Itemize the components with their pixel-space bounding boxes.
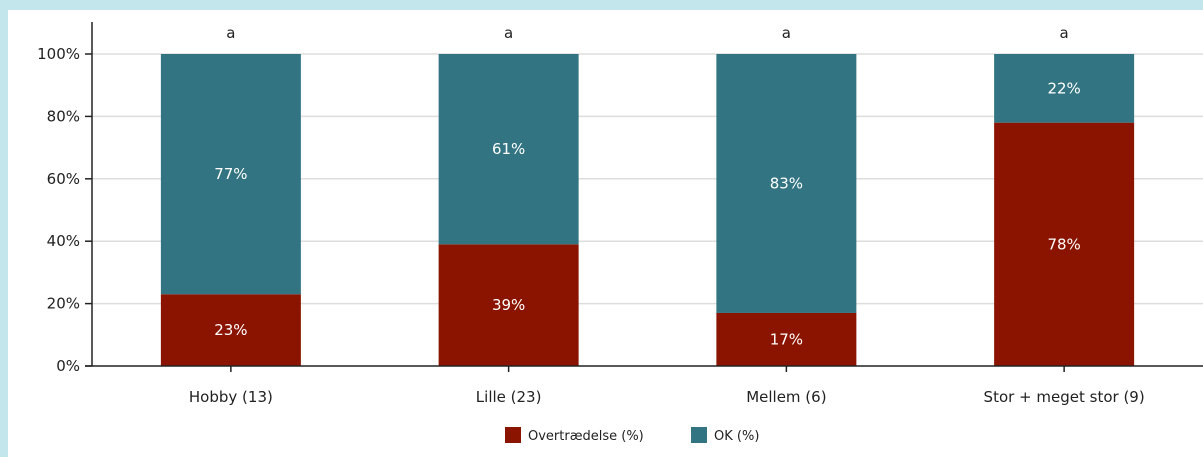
y-tick-label: 40% [47,232,80,250]
bar-value-label: 78% [1047,235,1080,253]
x-tick-label: Stor + meget stor (9) [984,388,1145,406]
legend-swatch [691,427,707,443]
significance-label: a [1060,24,1069,42]
bar-segment [160,54,301,295]
bars: 23% 77% 39% 61% 17% 83% 78% 22% [160,54,1135,366]
legend-swatch [505,427,521,443]
legend: Overtrædelse (%) OK (%) [505,427,759,444]
bar-value-label: 39% [492,296,525,314]
axes [85,22,1203,367]
chart-panel: 23% 77% 39% 61% 17% 83% 78% 22% 0% 20% 40% 60% 80% 1… [8,10,1203,457]
bar-segment [438,244,579,366]
legend-label: OK (%) [714,429,759,444]
x-tick-label: Hobby (13) [189,388,273,406]
x-tick-label: Lille (23) [476,388,542,406]
stacked-bar-chart: 23% 77% 39% 61% 17% 83% 78% 22% 0% 20% 40% 60% 80% 1… [37,22,1203,444]
bar-value-label: 17% [770,330,803,348]
bar-segment [716,312,857,366]
bar-value-label: 77% [214,165,247,183]
bar-segment [438,54,579,245]
x-axis-labels: Hobby (13) Lille (23) Mellem (6) Stor + meg… [189,366,1145,406]
bar-value-label: 23% [214,321,247,339]
y-tick-label: 60% [47,170,80,188]
significance-label: a [782,24,791,42]
bar-segment [160,294,301,366]
y-tick-label: 80% [47,107,80,125]
bar-value-label: 22% [1047,79,1080,97]
significance-label: a [504,24,513,42]
bar-segment [994,54,1135,123]
bar-value-label: 61% [492,140,525,158]
y-tick-label: 20% [47,295,80,313]
legend-label: Overtrædelse (%) [528,429,644,444]
x-tick-label: Mellem (6) [746,388,826,406]
bar-segment [716,54,857,313]
y-tick-label: 0% [56,357,80,375]
significance-label: a [226,24,235,42]
bar-value-label: 83% [770,174,803,192]
y-axis-ticks: 0% 20% 40% 60% 80% 100% [37,45,92,375]
bar-segment [994,122,1135,366]
y-tick-label: 100% [37,45,80,63]
